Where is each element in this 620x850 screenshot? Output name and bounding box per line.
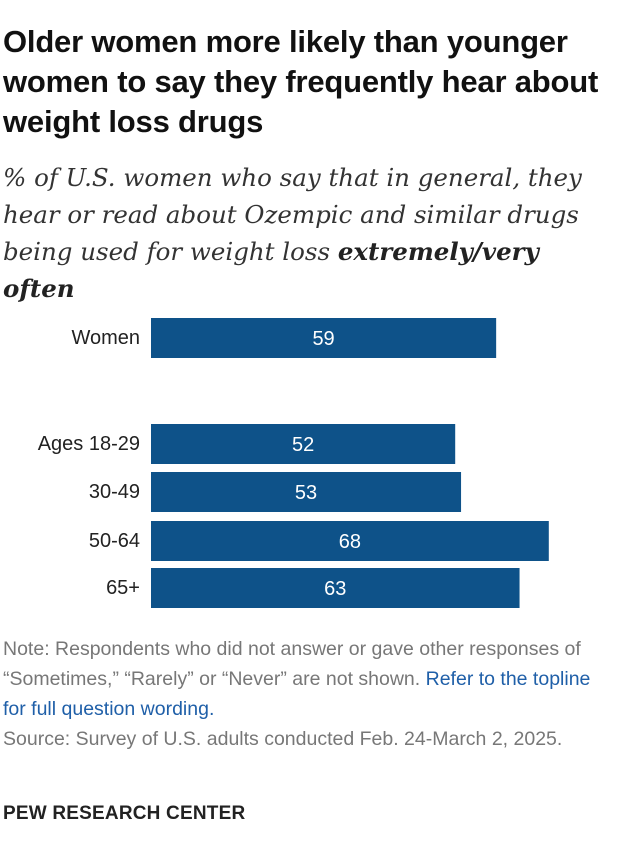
category-label-30-49: 30-49 [89, 481, 140, 503]
category-label-50-64: 50-64 [89, 530, 140, 552]
category-label-ages-18-29: Ages 18-29 [38, 433, 140, 455]
bar-30-49 [151, 472, 462, 512]
source-text: Source: Survey of U.S. adults conducted … [3, 728, 563, 750]
bar-50-64 [151, 521, 549, 561]
chart-subtitle: % of U.S. women who say that in general,… [3, 159, 603, 307]
publisher-footer: PEW RESEARCH CENTER [3, 803, 246, 824]
subtitle-text: % of U.S. women who say that in general,… [3, 163, 582, 266]
category-label-women: Women [71, 327, 140, 349]
bar-women [151, 318, 497, 358]
value-label-30-49: 53 [295, 482, 317, 504]
category-label-65: 65+ [106, 577, 140, 599]
bar-chart: Women 59 Ages 18-29 52 30-49 53 50-64 68 65+ 63 [38, 318, 549, 608]
value-label-65: 63 [324, 578, 346, 600]
topline-link[interactable]: Refer to the topline for full question w… [3, 668, 591, 720]
chart-note: Note: Respondents who did not answer or … [3, 634, 603, 754]
value-label-women: 59 [312, 328, 334, 350]
subtitle-emphasis: extremely/very often [3, 237, 539, 303]
value-label-ages-18-29: 52 [292, 434, 314, 456]
bar-65 [151, 568, 520, 608]
value-label-50-64: 68 [339, 531, 361, 553]
chart-title: Older women more likely than younger wom… [3, 24, 599, 139]
bar-ages-18-29 [151, 424, 456, 464]
note-text: Note: Respondents who did not answer or … [3, 638, 581, 690]
